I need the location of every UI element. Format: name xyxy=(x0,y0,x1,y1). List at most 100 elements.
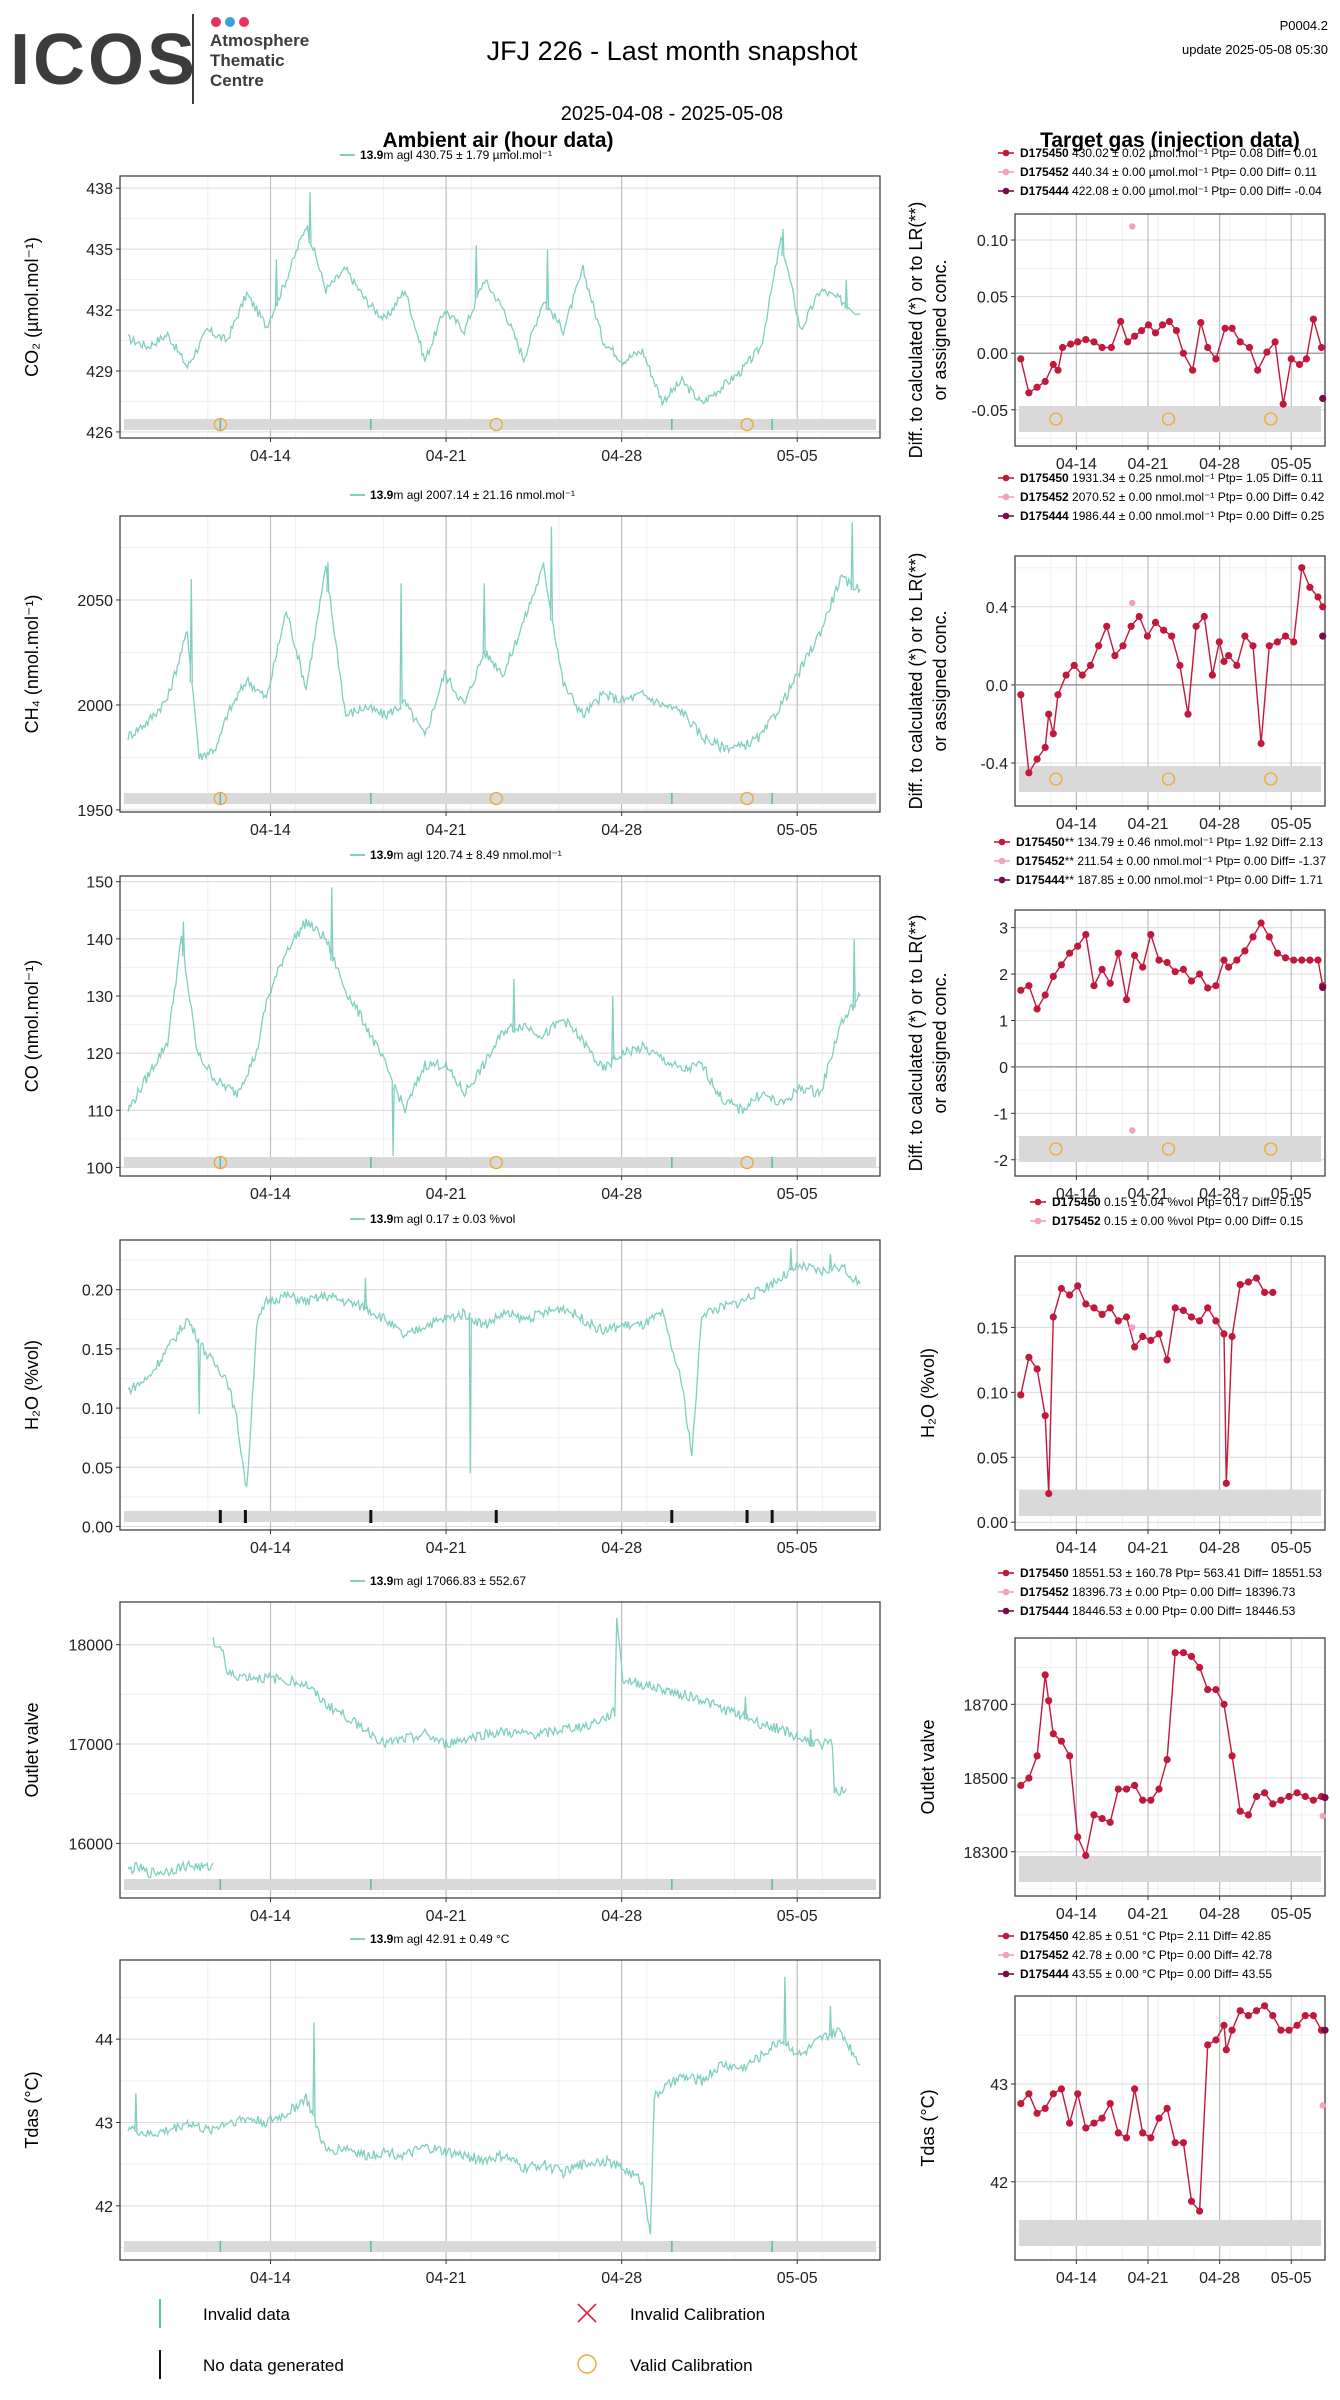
h2o-target-point-D175450 xyxy=(1122,1313,1131,1321)
co-target-point-D175450 xyxy=(1265,933,1273,941)
co2-target-plot-frame xyxy=(1014,213,1326,447)
ch4-target-ylabel-2: or assigned conc. xyxy=(930,610,950,751)
tdas-target-point-D175450 xyxy=(1187,2197,1196,2205)
h2o-target-point-D175450 xyxy=(1187,1313,1196,1321)
h2o-ambient-tick-label-y: 0.15 xyxy=(82,1342,113,1359)
h2o-ambient-plot-frame xyxy=(119,1239,881,1531)
tdas-target-point-D175450 xyxy=(1025,2090,1033,2098)
co-target-tick-label-x: 04-14 xyxy=(1056,1186,1097,1203)
co2-target-point-D175450 xyxy=(1221,324,1229,332)
co2-target-point-D175450 xyxy=(1124,338,1132,346)
outlet-valve-target-point-D175450 xyxy=(1293,1789,1301,1797)
co-target-point-D175450 xyxy=(1233,956,1241,964)
tdas-target-point-D175452 xyxy=(1319,2102,1326,2109)
ch4-target-valid-calibration-mark xyxy=(1264,772,1278,786)
co-target-point-D175450 xyxy=(1281,954,1290,962)
ch4-target-tick-label-x: 04-21 xyxy=(1128,816,1169,833)
outlet-valve-ambient-tick-label-x: 04-28 xyxy=(601,1908,642,1925)
h2o-target-plot-bg xyxy=(1015,1256,1325,1530)
tdas-target-legend-entry: D175450 42.85 ± 0.51 °C Ptp= 2.11 Diff= … xyxy=(1020,1929,1271,1943)
status-legend: Invalid data No data generated Invalid C… xyxy=(159,2299,765,2379)
ch4-target-point-D175450 xyxy=(1233,661,1241,670)
co2-target-point-D175450 xyxy=(1287,355,1295,363)
co-target-legend-entry: D175450** 134.79 ± 0.46 nmol.mol⁻¹ Ptp= … xyxy=(1016,835,1323,849)
tdas-target-point-D175450 xyxy=(1236,2007,1244,2015)
co-target-tick-label-y: 3 xyxy=(999,921,1008,938)
ch4-target-legend-dot xyxy=(1002,493,1010,501)
h2o-target-legend-dot xyxy=(1034,1198,1042,1206)
co2-target-point-D175450 xyxy=(1131,332,1139,340)
co2-target-point-D175450 xyxy=(1254,366,1262,374)
co-target-tick-label-y: -1 xyxy=(994,1106,1008,1123)
ch4-target-point-D175450 xyxy=(1249,642,1257,650)
co2-ambient-series-line xyxy=(127,192,861,406)
ch4-target-point-D175450 xyxy=(1041,743,1049,752)
outlet-valve-target-point-D175450 xyxy=(1122,1785,1131,1793)
co2-ambient-valid-calibration-mark xyxy=(213,417,227,432)
ch4-target-point-D175450 xyxy=(1095,642,1103,650)
co-target-point-D175450 xyxy=(1163,958,1171,967)
co2-target-point-D175450 xyxy=(1165,317,1173,326)
outlet-valve-target-tick-label-y: 18300 xyxy=(964,1845,1009,1862)
co-target-chart: -2 -1 0 1 2 3 04-14 04-21 04-28 05-05 Diff. to cal… xyxy=(906,909,1327,1203)
ch4-target-point-D175450 xyxy=(1306,583,1314,591)
co-ambient-status-band xyxy=(124,1157,876,1168)
ch4-ambient-plot-bg xyxy=(120,516,880,812)
co-target-point-D175450 xyxy=(1314,956,1322,964)
co-target-tick-label-x: 04-28 xyxy=(1199,1186,1240,1203)
co-ambient-plot-frame xyxy=(119,875,881,1177)
co-target-point-D175450 xyxy=(1225,963,1233,971)
tdas-target-point-D175450 xyxy=(1139,2129,1147,2137)
co2-ambient-valid-calibration-mark xyxy=(489,417,503,432)
ch4-target-point-D175450 xyxy=(1192,622,1200,630)
ch4-target-point-D175450 xyxy=(1143,632,1151,640)
outlet-valve-target-point-D175450 xyxy=(1147,1796,1155,1804)
tdas-target-tick-label-x: 04-21 xyxy=(1128,2270,1169,2287)
co2-target-valid-calibration-mark xyxy=(1161,412,1176,426)
outlet-valve-target-tick-label-x: 04-21 xyxy=(1128,1906,1169,1923)
outlet-valve-target-point-D175450 xyxy=(1114,1785,1122,1793)
tdas-target-point-D175450 xyxy=(1204,2041,1212,2049)
co2-ambient-ylabel: CO₂ (µmol.mol⁻¹) xyxy=(22,237,42,377)
ch4-ambient-legend: 13.9m agl 2007.14 ± 21.16 nmol.mol⁻¹ xyxy=(350,488,575,502)
ch4-ambient-tick-label-y: 2000 xyxy=(77,698,113,715)
co2-target-legend-dot xyxy=(1002,149,1010,157)
co-target-point-D175450 xyxy=(1290,956,1298,964)
tdas-ambient-tick-label-y: 43 xyxy=(95,2116,113,2133)
tdas-target-point-D175450 xyxy=(1301,2012,1309,2020)
co2-target-point-D175450 xyxy=(1067,340,1075,348)
co-target-point-D175450 xyxy=(1212,982,1220,990)
co2-target-point-D175450 xyxy=(1263,348,1271,356)
tdas-target-legend-entry: D175452 42.78 ± 0.00 °C Ptp= 0.00 Diff= … xyxy=(1020,1948,1272,1962)
outlet-valve-target-point-D175450 xyxy=(1041,1671,1049,1679)
h2o-ambient-legend: 13.9m agl 0.17 ± 0.03 %vol xyxy=(350,1212,515,1226)
logo-sub-1: Atmosphere xyxy=(210,31,309,50)
h2o-ambient-tick-label-y: 0.20 xyxy=(82,1283,113,1300)
co-target-point-D175450 xyxy=(1171,968,1179,976)
outlet-valve-target-point-D175450 xyxy=(1163,1756,1171,1764)
co2-target-tick-label-y: 0.10 xyxy=(977,233,1008,250)
tdas-target-point-D175450 xyxy=(1098,2114,1106,2122)
outlet-valve-target-point-D175452 xyxy=(1319,1812,1326,1820)
co-target-point-D175450 xyxy=(1298,956,1306,964)
tdas-target-point-D175450 xyxy=(1066,2119,1074,2127)
outlet-valve-target-point-D175450 xyxy=(1131,1781,1139,1789)
ch4-ambient-tick-label-x: 04-21 xyxy=(426,822,467,839)
co2-target-point-D175450 xyxy=(1295,360,1304,369)
tdas-target-point-D175450 xyxy=(1244,2012,1252,2020)
ch4-target-legend-dot xyxy=(1002,512,1010,520)
ch4-target-point-D175450 xyxy=(1208,671,1216,679)
co-target-point-D175450 xyxy=(1220,956,1228,964)
co-target-point-D175450 xyxy=(1155,956,1163,964)
ch4-target-plot-frame xyxy=(1014,555,1326,807)
co-target-point-D175450 xyxy=(1241,947,1249,955)
h2o-target-point-D175452 xyxy=(1129,1324,1136,1331)
outlet-valve-target-point-D175450 xyxy=(1033,1752,1041,1760)
h2o-target-tick-label-x: 05-05 xyxy=(1271,1540,1312,1557)
co2-target-point-D175450 xyxy=(1117,317,1125,326)
ch4-target-legend-entry: D175450 1931.34 ± 0.25 nmol.mol⁻¹ Ptp= 1… xyxy=(1020,471,1324,485)
outlet-valve-target-tick-label-y: 18500 xyxy=(964,1771,1009,1788)
tdas-target-tick-label-x: 04-14 xyxy=(1056,2270,1097,2287)
co2-target-point-D175450 xyxy=(1245,343,1254,352)
tdas-target-point-D175450 xyxy=(1285,2026,1293,2034)
